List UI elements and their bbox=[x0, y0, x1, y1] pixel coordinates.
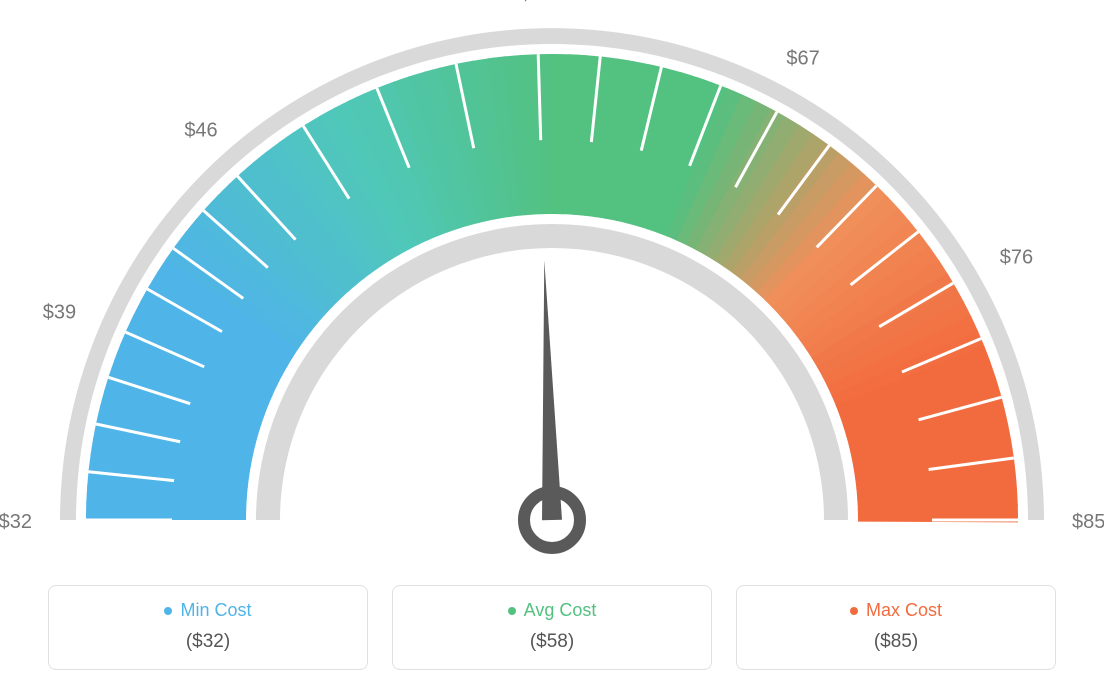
svg-text:$76: $76 bbox=[1000, 247, 1033, 269]
svg-text:$32: $32 bbox=[0, 511, 32, 533]
svg-text:$58: $58 bbox=[520, 0, 553, 5]
legend-row: Min Cost ($32) Avg Cost ($58) Max Cost (… bbox=[0, 585, 1104, 670]
legend-value-min: ($32) bbox=[69, 631, 347, 653]
legend-card-max: Max Cost ($85) bbox=[736, 585, 1056, 670]
gauge-svg: $32 $39 $46 $58 $67 $76 $85 bbox=[0, 0, 1104, 560]
gauge-chart: $32 $39 $46 $58 $67 $76 $85 bbox=[0, 0, 1104, 560]
legend-title-min: Min Cost bbox=[164, 600, 251, 621]
legend-dot-avg bbox=[508, 607, 516, 615]
legend-label-max: Max Cost bbox=[866, 600, 942, 621]
svg-text:$85: $85 bbox=[1072, 511, 1104, 533]
svg-text:$46: $46 bbox=[184, 119, 217, 141]
legend-card-min: Min Cost ($32) bbox=[48, 585, 368, 670]
legend-value-max: ($85) bbox=[757, 631, 1035, 653]
legend-label-min: Min Cost bbox=[180, 600, 251, 621]
legend-label-avg: Avg Cost bbox=[524, 600, 597, 621]
legend-dot-min bbox=[164, 607, 172, 615]
svg-text:$39: $39 bbox=[43, 301, 76, 323]
svg-text:$67: $67 bbox=[786, 48, 819, 70]
legend-value-avg: ($58) bbox=[413, 631, 691, 653]
legend-dot-max bbox=[850, 607, 858, 615]
legend-card-avg: Avg Cost ($58) bbox=[392, 585, 712, 670]
legend-title-avg: Avg Cost bbox=[508, 600, 597, 621]
legend-title-max: Max Cost bbox=[850, 600, 942, 621]
